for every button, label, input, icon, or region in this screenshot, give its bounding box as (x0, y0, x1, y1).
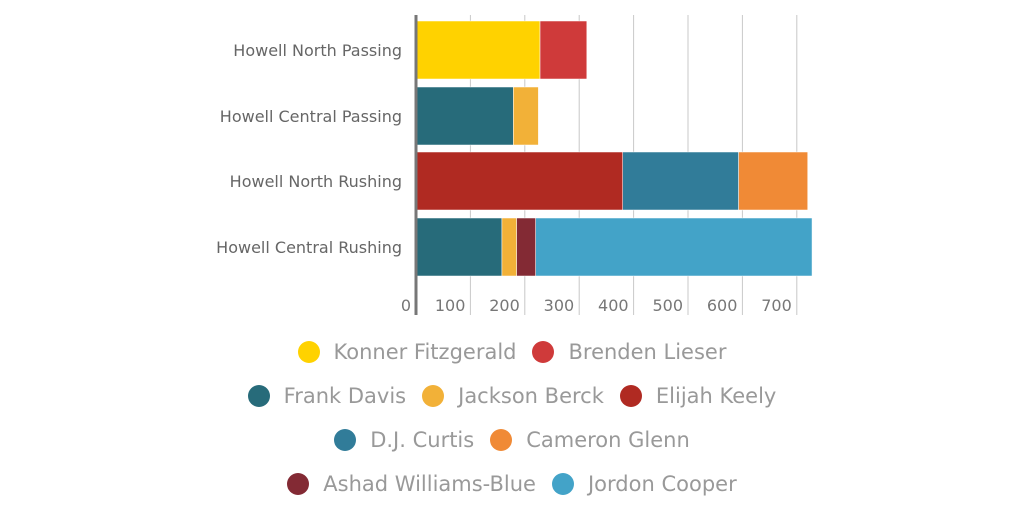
legend-dot-icon (551, 473, 574, 495)
legend: Konner Fitzgerald Brenden Lieser Frank Dav… (0, 330, 1024, 506)
legend-item[interactable]: Konner Fitzgerald (297, 340, 517, 364)
legend-row: D.J. Curtis Cameron Glenn (0, 418, 1024, 462)
legend-dot-icon (490, 429, 513, 451)
bar-segment-konner-fitzgerald[interactable] (415, 20, 541, 80)
bars (415, 20, 813, 277)
bar-segment-frank-davis[interactable] (415, 217, 503, 277)
x-tick-label: 300 (544, 296, 575, 315)
x-tick-label: 100 (435, 296, 466, 315)
legend-label: D.J. Curtis (370, 428, 475, 452)
category-label: Howell Central Passing (220, 107, 402, 126)
category-label: Howell North Rushing (230, 172, 402, 191)
legend-row: Frank Davis Jackson Berck Elijah Keely (0, 374, 1024, 418)
category-labels: Howell North Passing Howell Central Passi… (216, 41, 402, 257)
x-tick-label: 600 (707, 296, 738, 315)
bar-segment-brenden-lieser[interactable] (539, 20, 588, 80)
x-tick-label: 0 (401, 296, 411, 315)
legend-dot-icon (619, 385, 642, 407)
legend-item[interactable]: Cameron Glenn (490, 428, 690, 452)
legend-label: Jordon Cooper (587, 472, 737, 496)
legend-dot-icon (287, 473, 310, 495)
legend-dot-icon (422, 385, 445, 407)
x-tick-label: 700 (761, 296, 792, 315)
legend-label: Konner Fitzgerald (333, 340, 517, 364)
legend-label: Frank Davis (283, 384, 407, 408)
stacked-bar-chart: Howell North Passing Howell Central Passi… (216, 15, 813, 315)
legend-item[interactable]: Jordon Cooper (551, 472, 737, 496)
category-label: Howell North Passing (233, 41, 402, 60)
legend-dot-icon (532, 341, 555, 363)
bar-segment-frank-davis[interactable] (415, 86, 514, 146)
legend-item[interactable]: Frank Davis (247, 384, 407, 408)
legend-label: Cameron Glenn (526, 428, 690, 452)
legend-label: Jackson Berck (458, 384, 604, 408)
legend-dot-icon (297, 341, 320, 363)
legend-item[interactable]: D.J. Curtis (334, 428, 474, 452)
legend-item[interactable]: Jackson Berck (422, 384, 604, 408)
category-label: Howell Central Rushing (216, 238, 402, 257)
x-tick-label: 200 (489, 296, 520, 315)
legend-row: Ashad Williams-Blue Jordon Cooper (0, 462, 1024, 506)
legend-row: Konner Fitzgerald Brenden Lieser (0, 330, 1024, 374)
legend-label: Brenden Lieser (568, 340, 727, 364)
x-tick-label: 500 (652, 296, 683, 315)
legend-label: Elijah Keely (655, 384, 777, 408)
legend-item[interactable]: Brenden Lieser (532, 340, 726, 364)
legend-dot-icon (247, 385, 270, 407)
legend-item[interactable]: Ashad Williams-Blue (287, 472, 536, 496)
bar-segment-elijah-keely[interactable] (415, 151, 623, 211)
bar-segment-jackson-berck[interactable] (513, 86, 539, 146)
legend-label: Ashad Williams-Blue (323, 472, 536, 496)
bar-segment-jordon-cooper[interactable] (535, 217, 813, 277)
bar-segment-jackson-berck[interactable] (501, 217, 517, 277)
bar-segment-cameron-glenn[interactable] (738, 151, 808, 211)
legend-dot-icon (334, 429, 357, 451)
bar-segment-ashad-williams-blue[interactable] (516, 217, 536, 277)
x-tick-label: 400 (598, 296, 629, 315)
bar-segment-d-j-curtis[interactable] (622, 151, 739, 211)
x-tick-labels: 0 100 200 300 400 500 600 700 (401, 296, 792, 315)
legend-item[interactable]: Elijah Keely (619, 384, 777, 408)
